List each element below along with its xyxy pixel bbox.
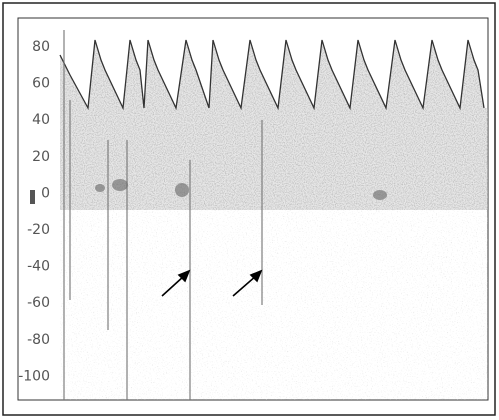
scale-label: -20 (27, 222, 50, 238)
clutter (112, 179, 128, 191)
clutter (95, 184, 105, 192)
spectral-fill (60, 40, 488, 210)
scale-label: 20 (32, 149, 50, 165)
arrows (161, 269, 263, 297)
envelope (59, 39, 485, 111)
arrow (232, 275, 257, 297)
clutter (175, 183, 189, 197)
arrow (161, 275, 185, 297)
spectral-base (60, 40, 488, 210)
velocity-scale: 80 60 40 20 0 -20 -40 -60 -80 -100 (18, 39, 50, 384)
clutter (373, 190, 387, 200)
lower-speckle (60, 210, 488, 400)
scale-label: -60 (27, 295, 50, 311)
scale-label: 80 (32, 39, 50, 55)
scale-label: 0 (41, 185, 50, 201)
scale-label: -100 (18, 368, 50, 384)
arrow-head (177, 269, 191, 283)
scale-label: 40 (32, 112, 50, 128)
scale-label: -80 (27, 332, 50, 348)
scale-label: 60 (32, 76, 50, 92)
scale-label: -40 (27, 259, 50, 275)
spectrum (30, 30, 488, 400)
baseline-marker (30, 190, 35, 204)
arrow-head (249, 269, 263, 283)
